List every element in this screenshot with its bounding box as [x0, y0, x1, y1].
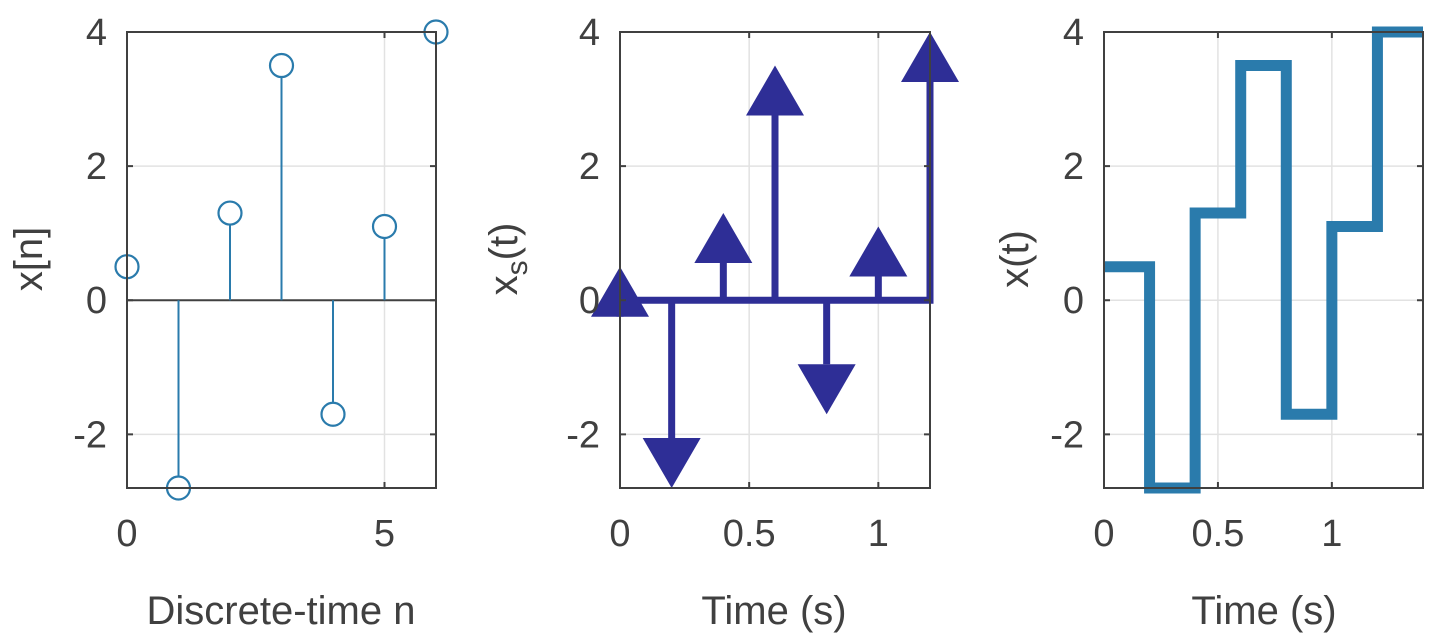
- step-chart-y-axis-label: x(t): [993, 230, 1037, 288]
- impulse-arrowhead: [849, 226, 908, 277]
- step-chart-x-tick-label: 0: [1093, 513, 1114, 555]
- impulse-chart-y-tick-label: 4: [579, 12, 600, 54]
- stem-marker: [217, 200, 243, 226]
- stem-chart-marks: [114, 19, 449, 501]
- impulse-arrowhead: [694, 213, 753, 264]
- step-chart-y-tick-label: -2: [1050, 414, 1084, 456]
- impulse-chart-y-axis-label-main: x: [482, 275, 526, 295]
- step-chart-y-tick-label: 0: [1063, 280, 1084, 322]
- impulse-chart-y-axis-label-tail: (t): [482, 223, 526, 261]
- stem-chart-y-tick-label: -2: [73, 414, 107, 456]
- step-chart-panel: 0 0.5 1 -2 0 2 4 Time (s) x(t): [993, 12, 1424, 633]
- impulse-chart-y-tick-label: 2: [579, 146, 600, 188]
- impulse-chart-axes-box: [619, 31, 931, 489]
- impulse-arrowhead: [746, 65, 804, 116]
- step-chart-marks: [1104, 26, 1423, 494]
- step-chart-ticks: 0 0.5 1 -2 0 2 4: [1050, 12, 1423, 555]
- impulse-chart-x-tick-label: 0: [609, 513, 630, 555]
- stem-chart-ticks: 0 5 -2 0 2 4: [73, 12, 436, 555]
- impulse-chart-y-axis-label-subscript: s: [501, 260, 534, 275]
- stem-marker: [320, 401, 346, 427]
- stem-chart-panel: 0 5 -2 0 2 4 Discrete-time n x[n]: [7, 12, 449, 633]
- step-chart-y-tick-label: 2: [1063, 146, 1084, 188]
- impulse-chart-ticks: 0 0.5 1 -2 0 2 4: [566, 12, 930, 555]
- stem-chart-x-tick-label: 5: [374, 513, 395, 555]
- impulse-chart-y-tick-label: 0: [579, 280, 600, 322]
- impulse-chart-x-tick-label: 1: [868, 513, 889, 555]
- stem-chart-y-tick-label: 4: [86, 12, 107, 54]
- stem-marker: [371, 213, 398, 240]
- step-chart-y-tick-label: 4: [1063, 12, 1084, 54]
- impulse-arrowhead: [642, 438, 701, 488]
- stem-chart-axes-box: [126, 31, 437, 489]
- impulse-chart-y-tick-label: -2: [566, 414, 600, 456]
- impulse-chart-y-axis-label: xs(t): [482, 223, 534, 296]
- impulse-chart-panel: 0 0.5 1 -2 0 2 4 Time (s) xs(t): [482, 12, 959, 633]
- impulse-chart-x-axis-label: Time (s): [701, 589, 846, 633]
- stem-chart-x-tick-label: 0: [116, 513, 137, 555]
- step-line: [1104, 26, 1423, 494]
- impulse-chart-marks: [591, 32, 959, 488]
- stem-chart-y-tick-label: 2: [86, 146, 107, 188]
- step-chart-axes-box: [1103, 31, 1424, 489]
- stem-chart-x-axis-label: Discrete-time n: [147, 589, 416, 633]
- stem-chart-y-tick-label: 0: [86, 280, 107, 322]
- stem-marker: [268, 52, 295, 79]
- step-chart-x-axis-label: Time (s): [1191, 589, 1336, 633]
- step-chart-x-tick-label: 1: [1321, 513, 1342, 555]
- stem-chart-y-axis-label: x[n]: [7, 227, 51, 291]
- impulse-chart-x-tick-label: 0.5: [723, 513, 776, 555]
- impulse-arrowhead: [797, 364, 856, 415]
- step-chart-x-tick-label: 0.5: [1192, 513, 1245, 555]
